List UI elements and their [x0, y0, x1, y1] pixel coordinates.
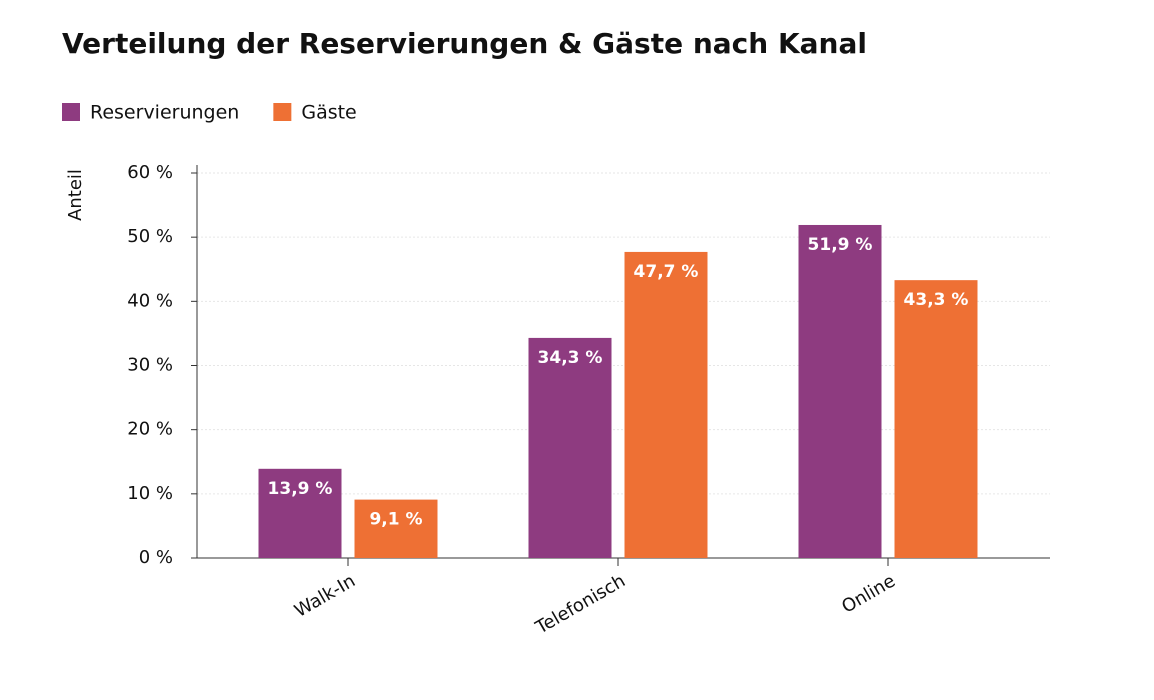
- bar: [354, 499, 438, 558]
- legend-swatch: [62, 103, 80, 121]
- bar: [258, 468, 342, 558]
- value-label: 13,9 %: [268, 479, 333, 499]
- y-tick-label: 0 %: [139, 547, 173, 568]
- legend-label: Gäste: [301, 102, 356, 124]
- y-tick-label: 20 %: [127, 419, 173, 440]
- legend-swatch: [273, 103, 292, 121]
- y-tick-label: 60 %: [127, 162, 173, 183]
- bar: [798, 224, 882, 558]
- value-label: 51,9 %: [808, 235, 873, 255]
- chart-title: Verteilung der Reservierungen & Gäste na…: [62, 27, 867, 60]
- value-label: 43,3 %: [904, 290, 969, 310]
- bar: [894, 280, 978, 558]
- x-tick-label: Online: [838, 570, 899, 617]
- y-tick-label: 40 %: [127, 290, 173, 311]
- value-label: 9,1 %: [369, 510, 422, 530]
- y-tick-label: 30 %: [127, 355, 173, 376]
- bar: [528, 337, 612, 558]
- bar: [624, 251, 708, 559]
- value-label: 34,3 %: [538, 348, 603, 368]
- y-axis-label: Anteil: [65, 169, 86, 221]
- value-label: 47,7 %: [634, 262, 699, 282]
- x-tick-label: Walk-In: [291, 570, 359, 621]
- y-tick-label: 50 %: [127, 226, 173, 247]
- legend-label: Reservierungen: [90, 102, 239, 124]
- x-tick-label: Telefonisch: [531, 570, 629, 638]
- y-tick-label: 10 %: [127, 483, 173, 504]
